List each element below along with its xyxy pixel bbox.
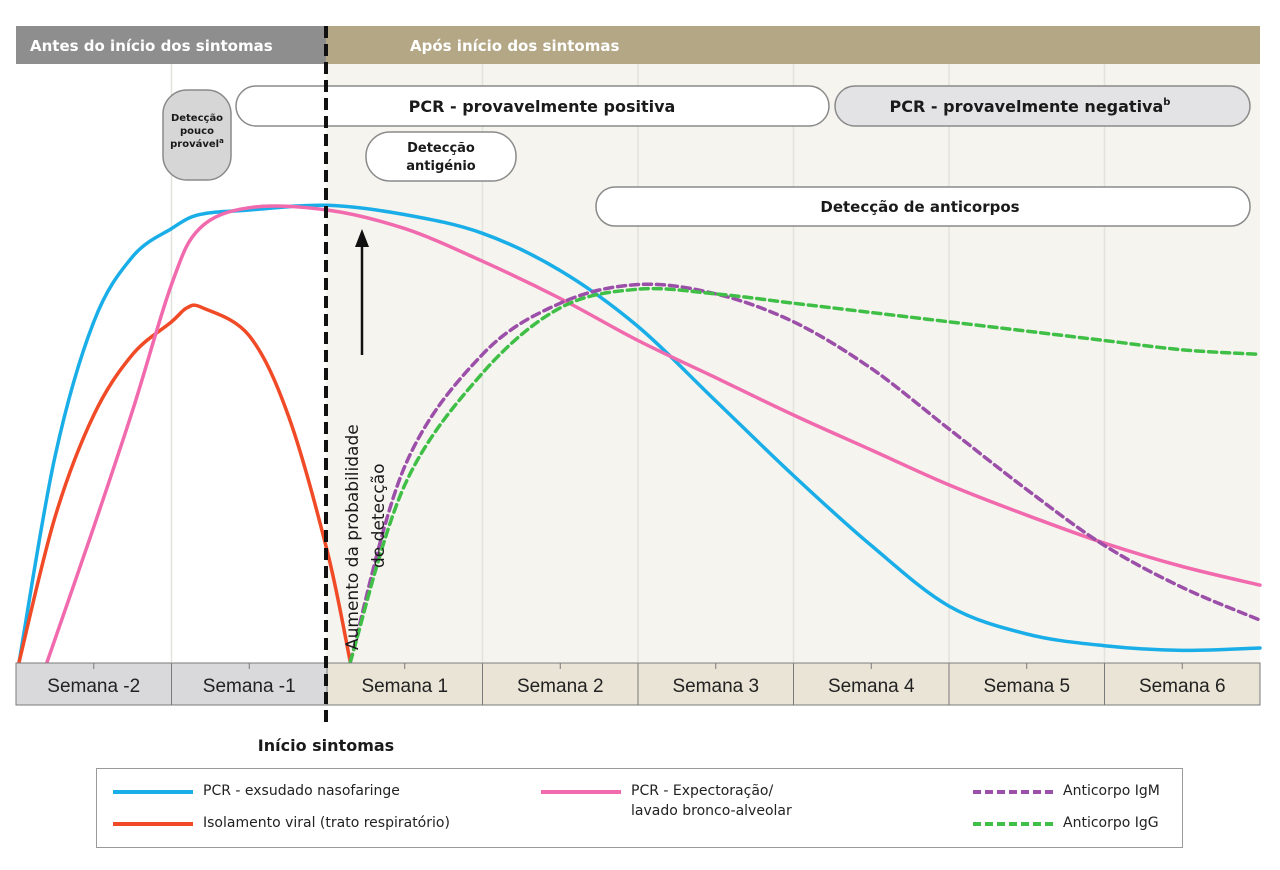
legend-swatch-viral-isolation [113, 822, 193, 826]
pill-unlikely-line-2: pouco [180, 126, 214, 137]
legend-label-pcr-nasopharynx: PCR - exsudado nasofaringe [203, 783, 400, 799]
legend-swatch-igm [973, 790, 1053, 794]
week-tick-label: Semana 6 [1139, 676, 1226, 697]
legend-item-pcr-sputum: PCR - Expectoração/ lavado bronco-alveol… [541, 781, 792, 821]
legend-item-viral-isolation: Isolamento viral (trato respiratório) [113, 813, 450, 833]
series-pcr-sputum [45, 204, 1262, 664]
pill-pcr-negative-label: PCR - provavelmente negativab [890, 97, 1171, 116]
legend-swatch-pcr-sputum [541, 790, 621, 794]
onset-label: Início sintomas [258, 736, 394, 755]
legend-swatch-pcr-nasopharynx [113, 790, 193, 794]
legend-item-igm: Anticorpo IgM [973, 781, 1160, 801]
pill-antigen-detection: Detecção antigénio [365, 131, 517, 182]
probability-arrow [355, 229, 369, 355]
week-axis: Semana -2 Semana -1 Semana 1 Semana 2 Semana… [15, 662, 1261, 706]
week-tick-label: Semana -1 [203, 676, 296, 697]
series-igg [348, 286, 1262, 664]
legend-item-pcr-nasopharynx: PCR - exsudado nasofaringe [113, 781, 400, 801]
week-tick-label: Semana 5 [983, 676, 1070, 697]
legend-label-igm: Anticorpo IgM [1063, 783, 1160, 799]
legend-item-igg: Anticorpo IgG [973, 813, 1159, 833]
pill-antibody-detection: Detecção de anticorpos [595, 186, 1251, 227]
legend-label-igg: Anticorpo IgG [1063, 815, 1159, 831]
header-after-band [326, 26, 1260, 64]
pill-antigen-line-1: Detecção [407, 141, 475, 156]
series-igm [348, 282, 1262, 664]
series-pcr-nasopharynx [17, 203, 1262, 664]
week-cell [171, 662, 328, 706]
week-tick-label: Semana 3 [672, 676, 759, 697]
header-before-band [16, 26, 326, 64]
week-cell [482, 662, 639, 706]
pill-detection-unlikely: Detecção pouco provávela [162, 89, 232, 181]
pill-pcr-positive: PCR - provavelmente positiva [235, 85, 830, 127]
week-tick-label: Semana 1 [361, 676, 448, 697]
header-before-label: Antes do início dos sintomas [30, 37, 273, 55]
legend: PCR - exsudado nasofaringe Isolamento vi… [96, 768, 1183, 848]
arrow-label-line-1: Aumento da probabilidade [343, 424, 363, 650]
pill-unlikely-line-3: provávela [170, 137, 224, 150]
pill-pcr-positive-label: PCR - provavelmente positiva [409, 97, 676, 116]
legend-label-pcr-sputum: PCR - Expectoração/ lavado bronco-alveol… [631, 783, 792, 819]
header-after-label: Após início dos sintomas [410, 37, 619, 55]
week-cell [15, 662, 172, 706]
week-tick-label: Semana 4 [828, 676, 915, 697]
week-cell [948, 662, 1105, 706]
pill-antigen-line-2: antigénio [406, 159, 476, 174]
pill-unlikely-line-1: Detecção [171, 113, 223, 124]
series-viral-isolation [17, 303, 353, 664]
pill-pcr-negative: PCR - provavelmente negativab [834, 85, 1251, 127]
series-layer [17, 203, 1262, 664]
arrow-label-line-2: de detecção [369, 463, 389, 568]
week-cell [793, 662, 950, 706]
week-tick-label: Semana 2 [517, 676, 604, 697]
legend-label-viral-isolation: Isolamento viral (trato respiratório) [203, 815, 450, 831]
week-tick-label: Semana -2 [47, 676, 140, 697]
legend-swatch-igg [973, 822, 1053, 826]
pill-antibody-label: Detecção de anticorpos [820, 198, 1019, 216]
week-cell [1104, 662, 1261, 706]
